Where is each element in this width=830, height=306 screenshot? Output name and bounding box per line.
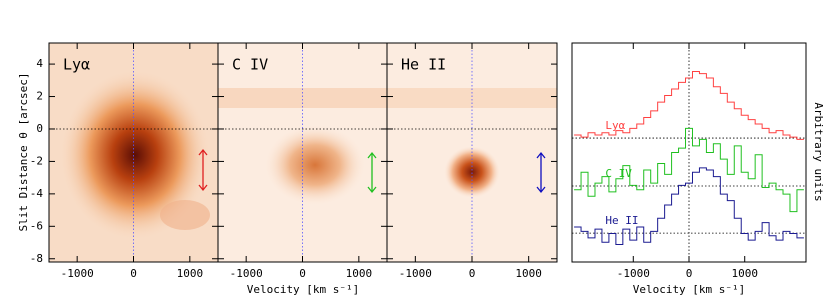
spectrum-line (574, 70, 804, 140)
x-tick-label: 1000 (731, 267, 758, 280)
spectrum-line (574, 167, 804, 245)
y-tick-label: 2 (36, 90, 43, 103)
heii-emission (444, 146, 500, 198)
panel-title: He II (401, 56, 446, 74)
y-tick-label: 4 (36, 57, 43, 70)
y-tick-label: -2 (30, 154, 43, 167)
heii-continuum (387, 88, 557, 108)
lya-emission (60, 70, 210, 240)
x-tick-label: -1000 (61, 267, 94, 280)
civ-continuum (218, 88, 387, 108)
lya-arrow-heads (198, 148, 208, 192)
x-tick-label: 1000 (346, 267, 373, 280)
panel-title: C IV (232, 56, 268, 74)
x-tick-label: 1000 (177, 267, 204, 280)
x-tick-label: -1000 (230, 267, 263, 280)
x-tick-label: 0 (299, 267, 306, 280)
y-tick-label: -8 (30, 252, 43, 265)
civ-arrow-heads (367, 151, 377, 194)
y-tick-label: -4 (30, 187, 44, 200)
y-axis-label: Arbitrary units (812, 102, 825, 201)
extent-arrows (198, 148, 546, 194)
series-label: He II (605, 214, 638, 227)
spectrum-line (574, 127, 804, 213)
x-tick-label: -1000 (399, 267, 432, 280)
heii-arrow-heads (536, 151, 546, 194)
x-tick-label: 0 (469, 267, 476, 280)
x-axis-label: Velocity [km s⁻¹] (247, 283, 360, 296)
civ-emission (265, 125, 365, 205)
x-tick-label: 1000 (515, 267, 542, 280)
x-tick-label: 0 (130, 267, 137, 280)
y-axis-label: Slit Distance θ [arcsec] (17, 73, 30, 232)
panel-title: Lyα (63, 56, 90, 74)
y-tick-label: -6 (30, 219, 43, 232)
series-label: Lyα (605, 119, 625, 132)
lya-tail (160, 200, 210, 230)
x-tick-label: 0 (686, 267, 693, 280)
y-tick-label: 0 (36, 122, 43, 135)
x-axis-label: Velocity [km s⁻¹] (633, 283, 746, 296)
series-label: C IV (605, 167, 632, 180)
x-tick-label: -1000 (617, 267, 650, 280)
